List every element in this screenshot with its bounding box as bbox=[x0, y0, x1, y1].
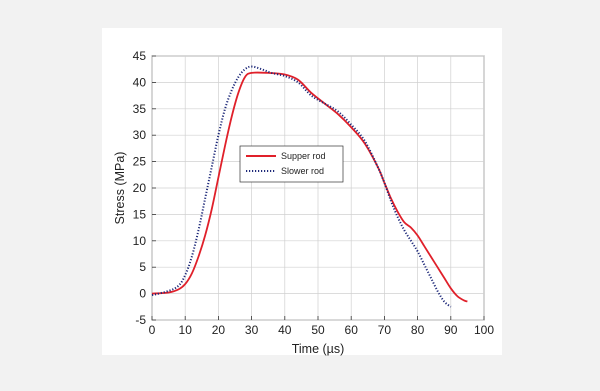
y-tick-label: 25 bbox=[133, 155, 147, 169]
y-tick-label: 35 bbox=[133, 102, 147, 116]
y-tick-label: -5 bbox=[135, 313, 146, 327]
x-tick-label: 50 bbox=[311, 323, 325, 337]
y-tick-label: 20 bbox=[133, 181, 147, 195]
x-tick-label: 0 bbox=[149, 323, 156, 337]
legend-box bbox=[239, 145, 344, 183]
legend-label-supper-rod: Supper rod bbox=[281, 151, 326, 161]
x-tick-label: 30 bbox=[245, 323, 259, 337]
legend-label-slower-rod: Slower rod bbox=[281, 166, 324, 176]
x-axis-label: Time (µs) bbox=[292, 342, 345, 356]
x-tick-label: 60 bbox=[345, 323, 359, 337]
y-tick-label: 5 bbox=[139, 260, 146, 274]
y-tick-label: 40 bbox=[133, 75, 147, 89]
y-tick-label: 30 bbox=[133, 128, 147, 142]
x-tick-label: 10 bbox=[179, 323, 193, 337]
y-tick-label: 0 bbox=[139, 287, 146, 301]
series-line-supper-rod bbox=[151, 71, 468, 303]
x-tick-label: 70 bbox=[378, 323, 392, 337]
x-tick-label: 80 bbox=[411, 323, 425, 337]
legend: Supper rod Slower rod bbox=[239, 145, 344, 183]
y-tick-label: 45 bbox=[133, 49, 147, 63]
axis-ticks: 0 10 20 30 40 50 60 70 80 90 100-50510152025303540… bbox=[133, 49, 495, 337]
series-lines bbox=[151, 65, 468, 308]
x-tick-label: 100 bbox=[474, 323, 494, 337]
x-tick-label: 90 bbox=[444, 323, 458, 337]
y-tick-label: 15 bbox=[133, 207, 147, 221]
y-tick-label: 10 bbox=[133, 234, 147, 248]
y-axis-label: Stress (MPa) bbox=[113, 152, 127, 225]
x-tick-label: 40 bbox=[278, 323, 292, 337]
x-tick-label: 20 bbox=[212, 323, 226, 337]
grid-lines bbox=[151, 55, 485, 321]
